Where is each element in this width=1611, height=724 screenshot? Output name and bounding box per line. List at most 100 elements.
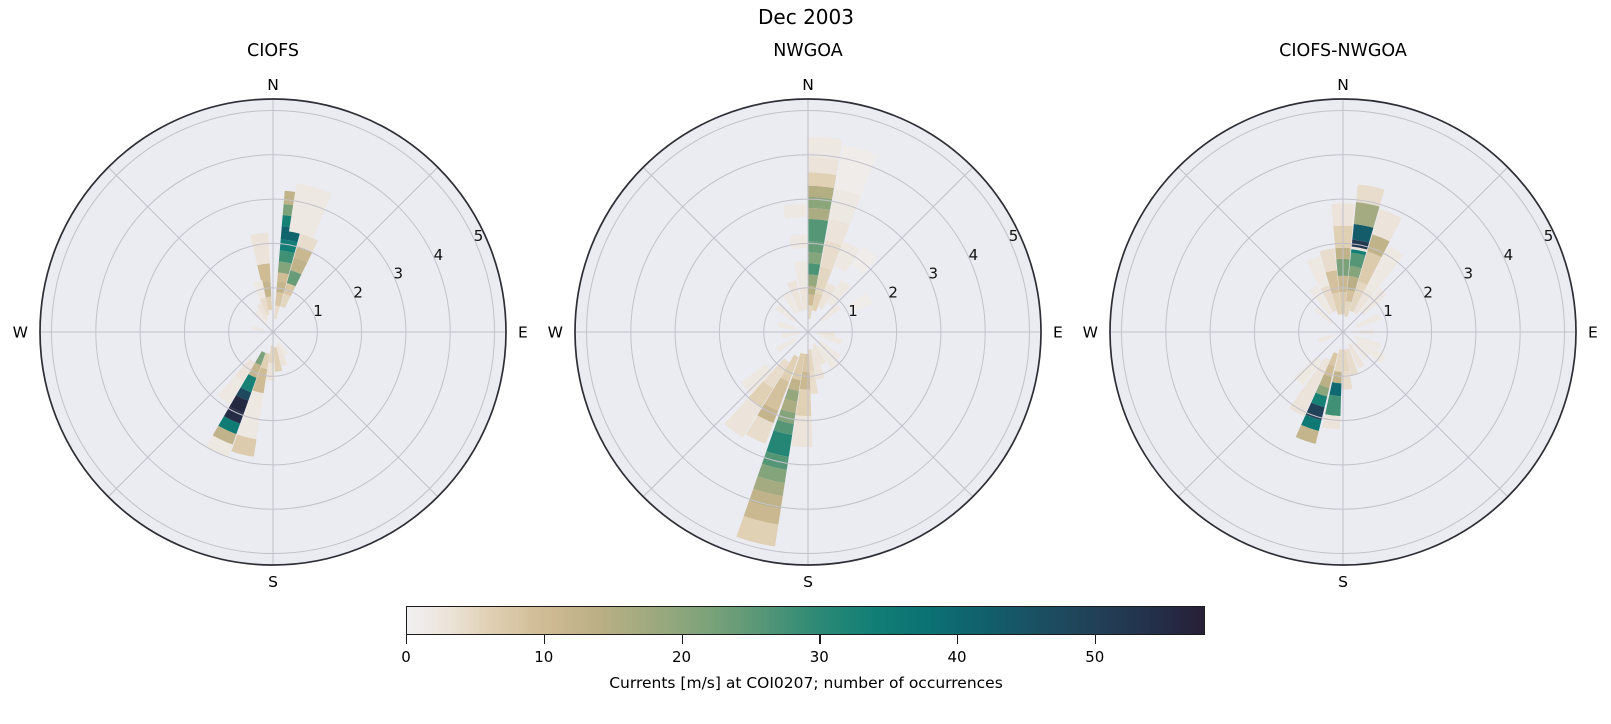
colorbar-tick — [1094, 635, 1097, 644]
compass-label-s: S — [1338, 573, 1348, 591]
compass-label-e: E — [518, 324, 528, 342]
petal-segment — [775, 337, 798, 353]
petal-segment — [261, 281, 272, 298]
colorbar-tick — [406, 635, 408, 644]
figure-suptitle: Dec 2003 — [758, 5, 854, 29]
petal-segment — [807, 207, 831, 221]
petal-segment — [807, 137, 843, 160]
petal-segment — [1317, 334, 1335, 344]
compass-label-e: E — [1588, 324, 1598, 342]
petal-segment — [807, 294, 815, 306]
radial-tick-label: 2 — [353, 283, 363, 301]
petal-segment — [1354, 335, 1382, 351]
radial-tick-label: 4 — [434, 246, 444, 264]
polar-axes-boundary — [1109, 98, 1577, 566]
petal-segment — [1346, 290, 1355, 303]
petal-segment — [231, 434, 257, 457]
petal-segment — [277, 272, 289, 283]
petal-segment — [1295, 424, 1319, 444]
petal-segment — [825, 218, 850, 246]
subplot-title-ciofs-nwgoa: CIOFS-NWGOA — [1279, 41, 1407, 61]
compass-label-s: S — [268, 573, 278, 591]
petal-segment — [780, 398, 798, 414]
colorbar-gradient — [406, 606, 1205, 635]
petal-segment — [1348, 343, 1365, 369]
petal-segment — [1331, 292, 1342, 315]
petal-segment — [259, 297, 270, 316]
petal-segment — [1352, 224, 1374, 243]
colorbar-tick-label: 0 — [401, 648, 411, 666]
petal-segment — [791, 415, 813, 448]
compass-label-n: N — [1337, 76, 1349, 94]
petal-segment — [775, 303, 796, 322]
petal-segment — [816, 331, 835, 337]
petal-segment — [777, 321, 796, 330]
petal-segment — [1351, 246, 1368, 253]
petal-segment — [276, 344, 288, 367]
petal-segment — [1328, 352, 1338, 367]
petal-segment — [206, 435, 233, 458]
petal-segment — [255, 351, 266, 366]
petal-segment — [1334, 349, 1343, 372]
petal-segment — [1319, 248, 1337, 273]
petal-segment — [807, 219, 829, 243]
petal-segment — [1346, 348, 1359, 376]
petal-segment — [274, 305, 280, 320]
petal-segment — [1325, 394, 1342, 417]
petal-segment — [288, 183, 332, 239]
petal-segment — [740, 363, 772, 394]
petal-segment — [764, 377, 790, 411]
grid-spoke — [107, 166, 439, 498]
petal-segment — [820, 334, 843, 345]
colorbar-tick-label: 20 — [671, 648, 692, 666]
petal-segment — [1332, 370, 1342, 384]
petal-segment — [829, 188, 861, 225]
radial-tick-label: 4 — [969, 246, 979, 264]
compass-label-s: S — [803, 573, 813, 591]
petal-segment — [252, 367, 268, 394]
petal-segment — [748, 488, 783, 510]
petal-segment — [256, 303, 269, 321]
radial-tick-label: 3 — [393, 265, 403, 283]
petal-segment — [812, 292, 823, 312]
petal-segment — [217, 375, 244, 405]
petal-segment — [815, 266, 833, 295]
petal-segment — [795, 388, 812, 417]
petal-segment — [1319, 374, 1332, 388]
petal-segment — [807, 305, 813, 319]
petal-segment — [834, 241, 861, 273]
petal-segment — [264, 296, 272, 311]
petal-segment — [1356, 340, 1386, 363]
petal-segment — [212, 425, 237, 445]
petal-segment — [1315, 384, 1330, 397]
petal-segment — [255, 309, 268, 324]
petal-segment — [763, 358, 790, 389]
petal-segment — [1347, 276, 1359, 292]
polar-axes-boundary — [39, 98, 507, 566]
petal-segment — [290, 257, 308, 275]
grid-spoke — [642, 166, 974, 498]
petal-segment — [781, 332, 800, 339]
petal-segment — [766, 430, 793, 457]
petal-segment — [1305, 402, 1325, 421]
petal-segment — [788, 378, 801, 392]
petal-segment — [820, 303, 841, 322]
petal-segment — [1350, 249, 1367, 256]
petal-segment — [835, 144, 878, 196]
petal-segment — [257, 263, 271, 283]
radial-tick-label: 4 — [1504, 246, 1514, 264]
petal-segment — [1289, 382, 1318, 417]
colorbar-tick-label: 40 — [947, 648, 967, 666]
petal-segment — [807, 172, 837, 189]
compass-label-w: W — [1083, 324, 1098, 342]
petal-segment — [794, 261, 808, 289]
radial-tick-label: 1 — [848, 302, 858, 320]
petal-segment — [1365, 245, 1404, 294]
petal-segment — [275, 292, 284, 307]
petal-segment — [773, 419, 794, 435]
petal-segment — [780, 354, 799, 382]
compass-label-w: W — [548, 324, 563, 342]
petal-segment — [811, 348, 825, 381]
